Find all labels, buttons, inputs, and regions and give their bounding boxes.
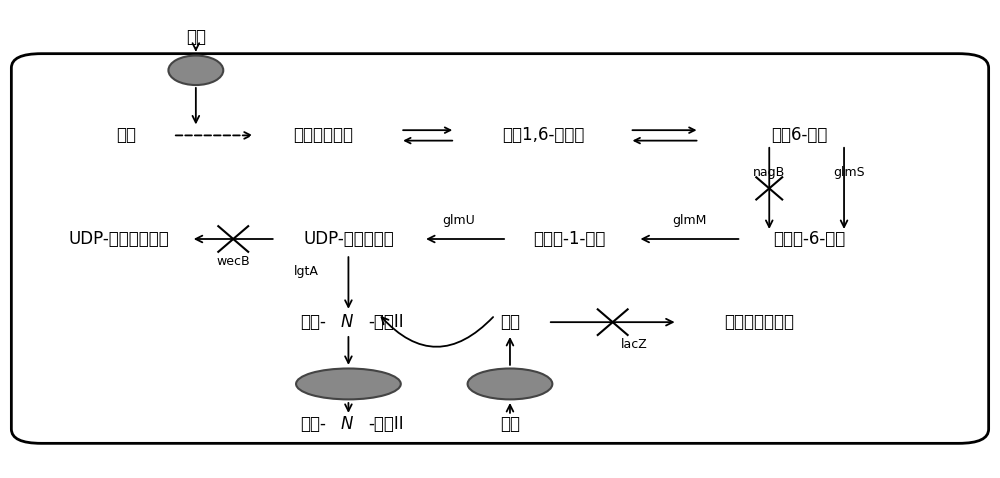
Text: glmS: glmS xyxy=(833,166,865,179)
Text: 葡糖胺-6-磷酸: 葡糖胺-6-磷酸 xyxy=(773,230,845,248)
Ellipse shape xyxy=(296,369,401,400)
Text: 磷酸二羟丙酮: 磷酸二羟丙酮 xyxy=(293,126,353,144)
Text: UDP-乙酰葡糖胺: UDP-乙酰葡糖胺 xyxy=(303,230,394,248)
Text: 果糖1,6-二磷酸: 果糖1,6-二磷酸 xyxy=(502,126,584,144)
Text: glmU: glmU xyxy=(443,215,475,228)
Text: lacZ: lacZ xyxy=(621,338,648,351)
Text: 葡糖胺-1-磷酸: 葡糖胺-1-磷酸 xyxy=(534,230,606,248)
FancyBboxPatch shape xyxy=(11,54,989,444)
Text: UDP-乙酰甘露糖胺: UDP-乙酰甘露糖胺 xyxy=(69,230,169,248)
Ellipse shape xyxy=(168,55,223,85)
Text: 半乳糖和葡萄糖: 半乳糖和葡萄糖 xyxy=(724,313,794,331)
Text: wecB: wecB xyxy=(217,255,251,268)
Text: $N$: $N$ xyxy=(340,415,354,434)
Text: glmM: glmM xyxy=(672,215,707,228)
Text: nagB: nagB xyxy=(753,166,785,179)
Text: 乳酰-: 乳酰- xyxy=(301,313,326,331)
Text: 果糖6-磷酸: 果糖6-磷酸 xyxy=(771,126,827,144)
Text: 乳糖: 乳糖 xyxy=(500,415,520,434)
Text: 甘油: 甘油 xyxy=(186,28,206,46)
Ellipse shape xyxy=(468,369,552,400)
Text: -三糖II: -三糖II xyxy=(368,313,404,331)
Text: $N$: $N$ xyxy=(340,313,354,331)
Text: 甘油: 甘油 xyxy=(116,126,136,144)
Text: lgtA: lgtA xyxy=(294,265,319,278)
Text: 乳酰-: 乳酰- xyxy=(301,415,326,434)
Text: 乳糖: 乳糖 xyxy=(500,313,520,331)
Text: -三糖II: -三糖II xyxy=(368,415,404,434)
